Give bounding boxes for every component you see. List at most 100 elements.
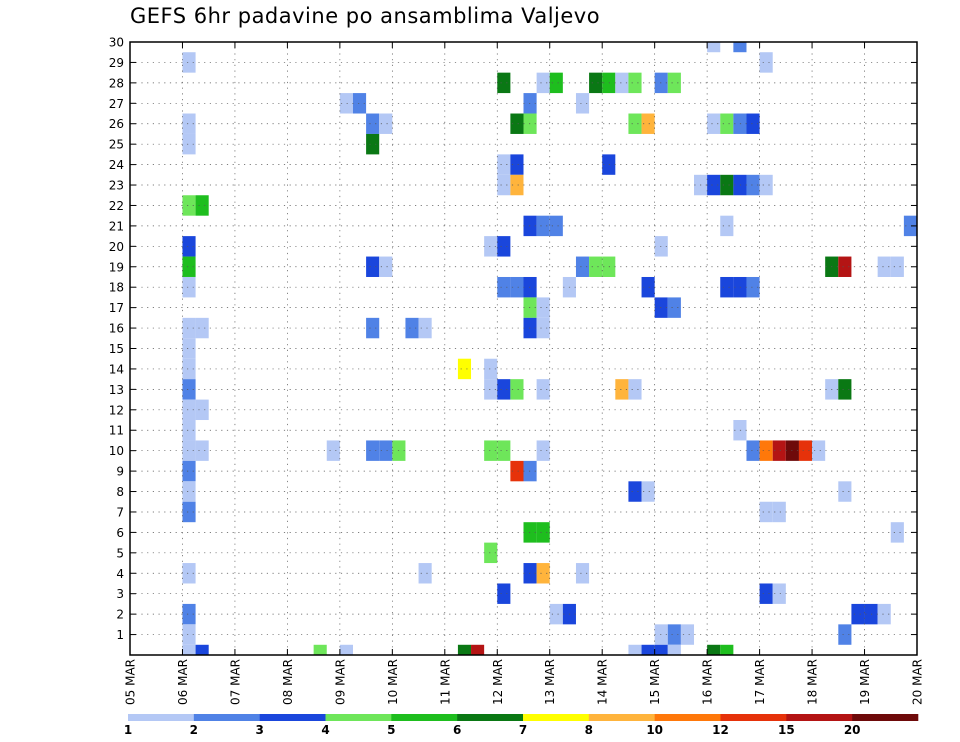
y-axis: 1234567891011121314151617181920212223242…	[109, 36, 917, 642]
precip-cell	[366, 113, 380, 134]
precip-cell	[497, 72, 511, 94]
precip-cell	[484, 358, 498, 380]
precip-cell	[641, 113, 655, 134]
precip-cell	[575, 256, 590, 277]
precip-cell	[405, 317, 419, 339]
precip-cell	[641, 276, 655, 298]
precip-cell	[707, 174, 721, 196]
y-tick-label: 5	[116, 546, 124, 560]
precip-cell	[182, 563, 196, 584]
precip-cell	[366, 440, 380, 461]
precip-cell	[877, 603, 891, 625]
y-tick-label: 21	[109, 219, 124, 233]
colorbar-label: 2	[190, 723, 198, 737]
precip-cell	[510, 276, 524, 298]
precip-cell	[182, 624, 196, 645]
precip-cell	[549, 215, 563, 237]
x-tick-label: 05 MAR	[124, 659, 138, 705]
precip-cell	[707, 644, 721, 655]
precip-cell	[707, 42, 721, 53]
precip-cell	[903, 215, 917, 237]
precip-cell	[457, 358, 472, 380]
x-tick-label: 17 MAR	[753, 659, 767, 705]
colorbar-label: 15	[778, 723, 795, 737]
precip-cell	[366, 317, 380, 339]
precip-cell	[746, 113, 760, 134]
colorbar-label: 20	[844, 723, 861, 737]
precip-cell	[352, 93, 367, 114]
precip-cell	[182, 317, 196, 339]
colorbar-label: 1	[124, 723, 132, 737]
precip-cell	[497, 276, 511, 298]
precip-cell	[720, 644, 734, 655]
precip-cell	[182, 440, 196, 461]
precip-cell	[182, 236, 196, 257]
y-tick-label: 28	[109, 76, 124, 90]
colorbar-swatch	[128, 714, 195, 721]
colorbar-swatch	[259, 714, 326, 721]
y-tick-label: 30	[109, 36, 124, 50]
precip-cell	[536, 297, 550, 318]
colorbar-swatch	[720, 714, 787, 721]
colorbar-swatch	[325, 714, 392, 721]
precip-cell	[195, 195, 209, 216]
precip-cell	[575, 93, 590, 114]
precip-cells	[182, 42, 917, 655]
precip-cell	[182, 52, 196, 73]
precip-cell	[759, 52, 773, 73]
y-tick-label: 22	[109, 199, 124, 213]
precip-cell	[667, 297, 681, 318]
precip-cell	[326, 440, 340, 461]
precip-cell	[838, 624, 852, 645]
precip-cell	[484, 542, 498, 564]
y-tick-label: 24	[109, 158, 124, 172]
precip-cell	[510, 460, 524, 482]
precip-cell	[366, 133, 380, 155]
precip-cell	[746, 440, 760, 461]
precip-cell	[549, 72, 563, 94]
precip-cell	[182, 358, 196, 380]
precip-cell	[484, 440, 498, 461]
precip-cell	[418, 563, 432, 584]
y-tick-label: 15	[109, 342, 124, 356]
precip-cell	[628, 644, 642, 655]
x-tick-label: 06 MAR	[176, 659, 190, 705]
precip-cell	[602, 256, 616, 277]
precip-cell	[536, 563, 550, 584]
y-tick-label: 18	[109, 281, 124, 295]
precip-cell	[877, 256, 891, 277]
x-tick-label: 15 MAR	[648, 659, 662, 705]
colorbar-label: 7	[519, 723, 527, 737]
precip-cell	[182, 338, 196, 359]
colorbar-label: 8	[585, 723, 593, 737]
precip-cell	[182, 379, 196, 400]
y-tick-label: 26	[109, 117, 124, 131]
precip-cell	[890, 256, 904, 277]
precip-cell	[746, 276, 760, 298]
y-tick-label: 17	[109, 301, 124, 315]
precip-cell	[589, 72, 603, 94]
precip-cell	[733, 42, 747, 53]
x-tick-label: 18 MAR	[806, 659, 820, 705]
precip-cell	[195, 440, 209, 461]
precip-cell	[575, 563, 590, 584]
precip-cell	[589, 256, 603, 277]
colorbar-label: 12	[712, 723, 729, 737]
precip-cell	[497, 236, 511, 257]
precip-cell	[602, 72, 616, 94]
y-tick-label: 13	[109, 383, 124, 397]
precip-cell	[339, 93, 353, 114]
precip-cell	[510, 113, 524, 134]
precip-cell	[602, 154, 616, 175]
x-axis: 05 MAR 06 MAR 07 MAR 08 MAR 09 MAR 10 MAR 11 M…	[124, 42, 925, 705]
y-tick-label: 2	[116, 608, 124, 622]
y-tick-label: 19	[109, 260, 124, 274]
precip-cell	[536, 72, 550, 94]
precip-cell	[654, 644, 668, 655]
precip-cell	[720, 215, 734, 237]
y-tick-label: 7	[116, 505, 124, 519]
precip-cell	[628, 379, 642, 400]
y-tick-label: 25	[109, 138, 124, 152]
x-tick-label: 20 MAR	[911, 659, 925, 705]
precip-cell	[720, 276, 734, 298]
